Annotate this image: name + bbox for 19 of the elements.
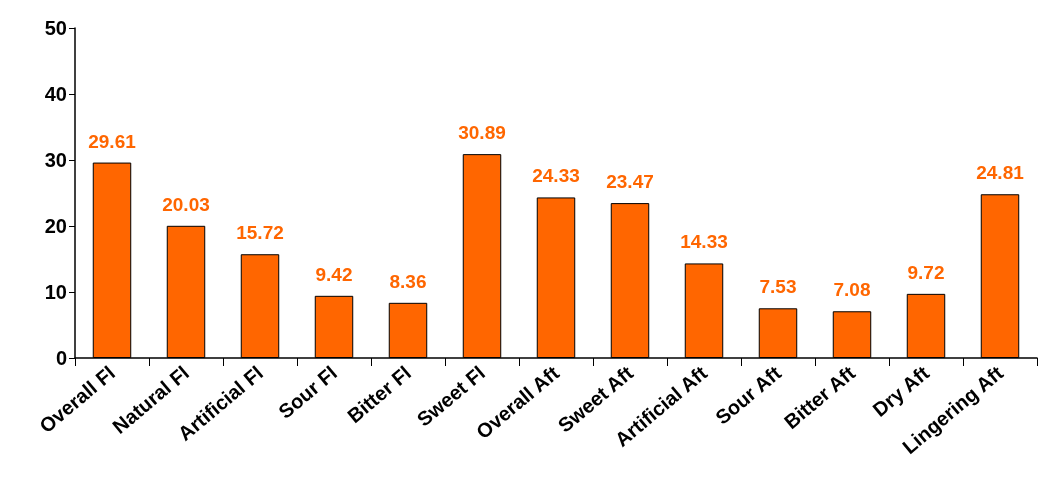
data-label: 24.33 (532, 165, 580, 187)
data-label: 20.03 (162, 193, 210, 215)
data-label: 29.61 (88, 130, 137, 152)
y-tick-label: 10 (44, 281, 67, 303)
data-label: 8.36 (389, 270, 427, 292)
data-label: 7.08 (833, 279, 871, 301)
y-tick-label: 30 (44, 149, 67, 171)
y-tick-label: 50 (44, 17, 67, 39)
data-label: 24.81 (976, 162, 1025, 184)
y-tick-label: 40 (44, 83, 67, 105)
data-label: 15.72 (236, 222, 284, 244)
data-label: 14.33 (680, 231, 728, 253)
y-tick-label: 0 (55, 347, 67, 369)
y-tick-label: 20 (44, 215, 67, 237)
data-label: 9.42 (315, 263, 353, 285)
data-label: 7.53 (759, 276, 797, 298)
data-label: 23.47 (606, 171, 654, 193)
data-label: 9.72 (907, 261, 945, 283)
data-label: 30.89 (458, 122, 506, 144)
